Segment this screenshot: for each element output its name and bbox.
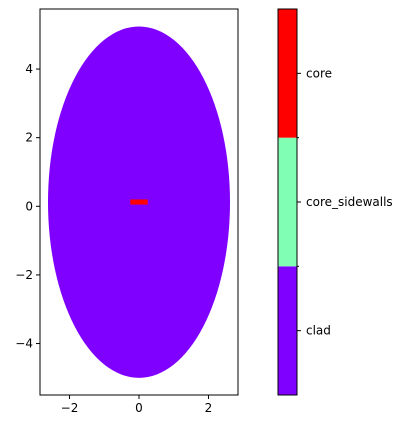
colorbar-segment-core_sidewalls [278, 137, 297, 267]
region-core [130, 199, 148, 205]
y-ticks: −4 −2 0 2 4 [15, 62, 40, 351]
colorbar-segment-core [278, 9, 297, 138]
colorbar-segment-clad [278, 266, 297, 395]
y-tick-label: 0 [25, 199, 33, 213]
colorbar-segments [278, 9, 297, 395]
x-ticks: −2 0 2 [61, 395, 213, 415]
y-tick-label: 2 [25, 131, 33, 145]
x-tick-label: −2 [61, 401, 79, 415]
colorbar-label-core_sidewalls: core_sidewalls [306, 195, 393, 209]
colorbar-label-core: core [306, 66, 332, 80]
y-tick-label: −4 [15, 337, 33, 351]
y-tick-label: −2 [15, 268, 33, 282]
x-tick-label: 0 [135, 401, 143, 415]
colorbar-label-clad: clad [306, 324, 331, 338]
y-tick-label: 4 [25, 62, 33, 76]
main-axes: −2 0 2 −4 −2 0 2 4 [15, 8, 239, 415]
colorbar-ticks: clad core_sidewalls core [297, 66, 393, 338]
x-tick-label: 2 [205, 401, 213, 415]
colorbar: clad core_sidewalls core [277, 8, 393, 396]
regions-layer [47, 26, 231, 378]
